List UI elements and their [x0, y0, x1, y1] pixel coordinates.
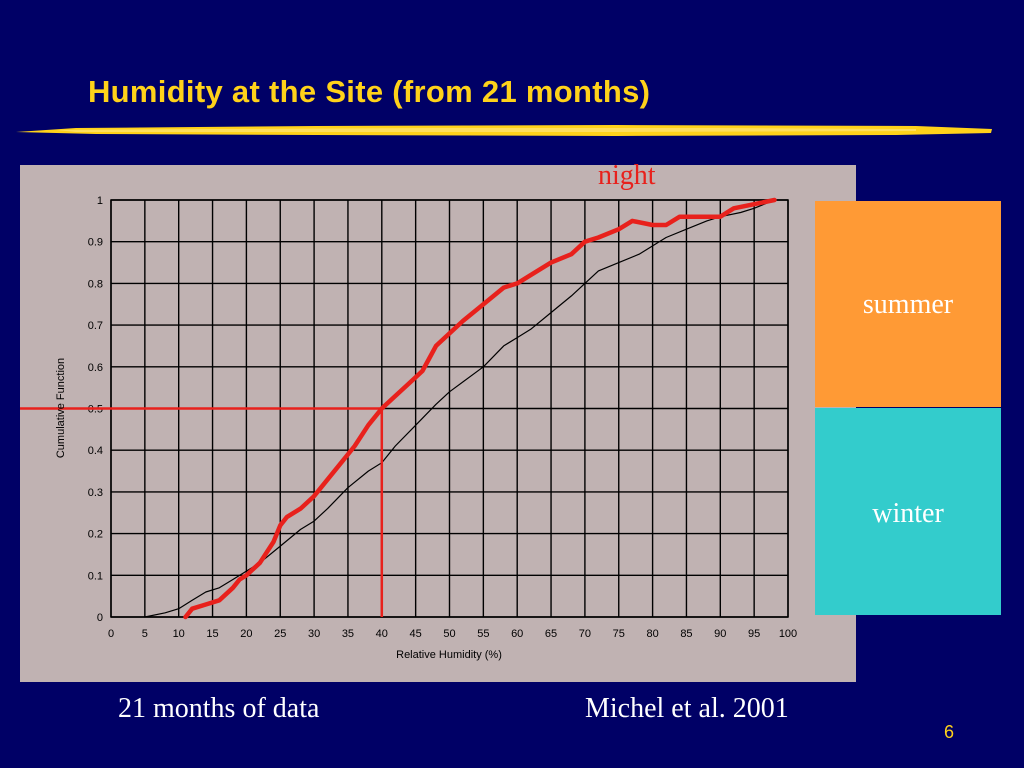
- x-tick-label: 70: [579, 628, 591, 640]
- x-tick-label: 10: [173, 628, 185, 640]
- night-series-line: [183, 197, 777, 620]
- y-tick-label: 1: [97, 195, 103, 207]
- x-axis-label: Relative Humidity (%): [396, 649, 502, 661]
- y-tick-label: 0.4: [88, 445, 103, 457]
- x-tick-label: 65: [545, 628, 557, 640]
- y-axis-label: Cumulative Function: [55, 358, 67, 458]
- y-tick-label: 0.3: [88, 487, 103, 499]
- y-tick-label: 0.9: [88, 237, 103, 249]
- x-tick-label: 95: [748, 628, 760, 640]
- night-label: night: [598, 160, 656, 191]
- all-data-series-line: [144, 199, 776, 618]
- y-tick-label: 0: [97, 612, 103, 624]
- x-tick-label: 75: [613, 628, 625, 640]
- winter-label: winter: [872, 498, 944, 529]
- summer-box: summer: [815, 201, 1001, 407]
- caption-data-span: 21 months of data: [118, 693, 320, 724]
- caption-citation: Michel et al. 2001: [585, 693, 789, 724]
- x-tick-label: 50: [443, 628, 455, 640]
- y-tick-label: 0.2: [88, 529, 103, 541]
- summer-label: summer: [862, 289, 954, 320]
- cumulative-humidity-chart: 0 5 10 15 20 25 30 35 40 45 50 55 60 65 70 75 80 85 90 95 10…: [20, 195, 797, 661]
- x-tick-label: 90: [714, 628, 726, 640]
- slide-title: Humidity at the Site (from 21 months): [88, 74, 651, 109]
- x-tick-label: 100: [779, 628, 797, 640]
- title-underline: [16, 125, 992, 136]
- x-tick-label: 80: [646, 628, 658, 640]
- x-tick-label: 35: [342, 628, 354, 640]
- y-tick-label: 0.7: [88, 320, 103, 332]
- chart-panel: 0 5 10 15 20 25 30 35 40 45 50 55 60 65 70 75 80 85 90 95 10…: [20, 165, 856, 682]
- x-tick-label: 40: [376, 628, 388, 640]
- y-tick-label: 0.8: [88, 278, 103, 290]
- x-tick-label: 0: [108, 628, 114, 640]
- winter-box: winter: [815, 408, 1001, 615]
- page-number: 6: [944, 722, 955, 742]
- x-tick-label: 45: [410, 628, 422, 640]
- x-tick-label: 5: [142, 628, 148, 640]
- x-tick-label: 25: [274, 628, 286, 640]
- x-tick-label: 20: [240, 628, 252, 640]
- x-tick-label: 55: [477, 628, 489, 640]
- y-tick-label: 0.1: [88, 570, 103, 582]
- x-tick-label: 85: [680, 628, 692, 640]
- x-tick-label: 60: [511, 628, 523, 640]
- y-tick-label: 0.6: [88, 362, 103, 374]
- x-tick-label: 15: [206, 628, 218, 640]
- x-tick-label: 30: [308, 628, 320, 640]
